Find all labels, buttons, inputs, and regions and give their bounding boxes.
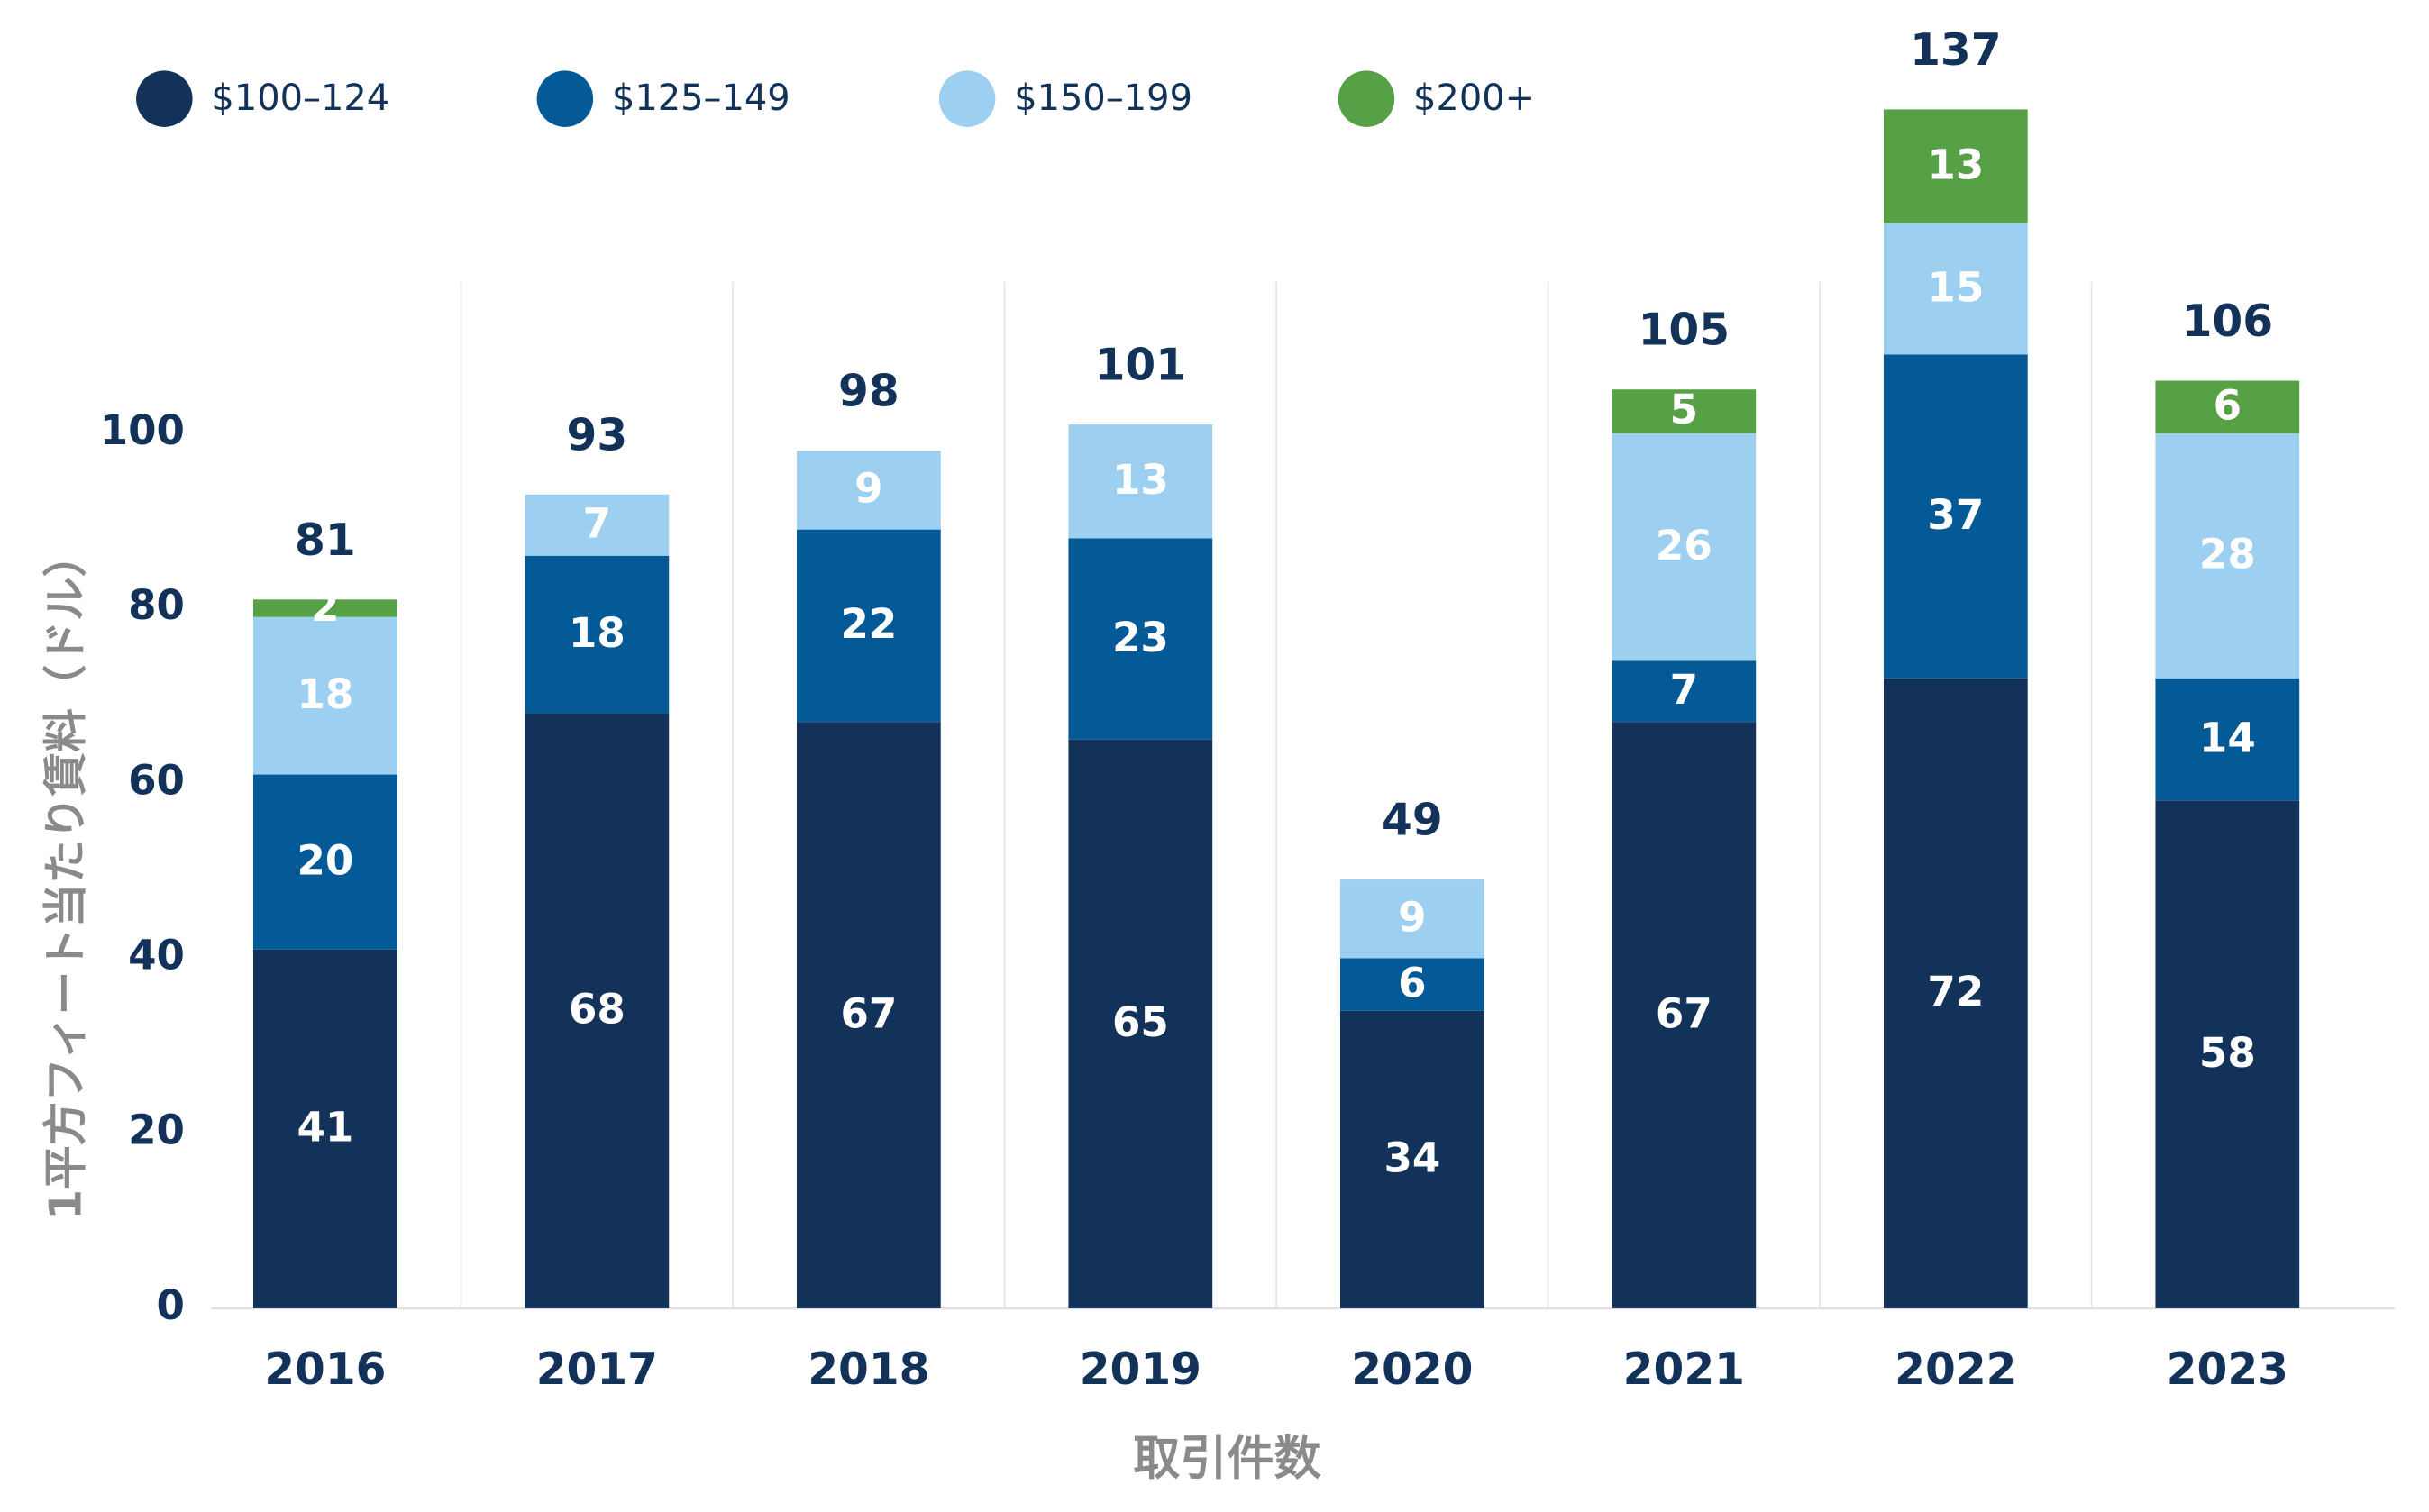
legend-label: $125–149: [612, 77, 790, 119]
bar-segment: [1883, 354, 2028, 679]
x-tick-label: 2020: [1351, 1344, 1473, 1395]
value-label: 13: [1927, 141, 1984, 188]
total-label: 105: [1639, 305, 1730, 356]
legend-swatch: [136, 70, 193, 127]
bar-segment: [1612, 722, 1757, 1308]
value-label: 7: [583, 500, 611, 548]
value-label: 41: [297, 1104, 353, 1152]
bar-segment: [796, 529, 941, 723]
total-label: 101: [1095, 341, 1186, 391]
bar-segment: [525, 713, 670, 1308]
total-label: 93: [567, 410, 628, 460]
bar-segment: [2155, 433, 2300, 679]
value-label: 72: [1927, 968, 1984, 1016]
bar-segment: [1339, 1010, 1484, 1308]
bar-segment: [796, 451, 941, 530]
total-label: 49: [1382, 796, 1443, 846]
y-axis-label: 1平方フィート当たり賃料（ドル）: [41, 533, 91, 1220]
value-label: 67: [1656, 989, 1712, 1037]
bar-segment: [796, 722, 941, 1308]
bar-segment: [252, 774, 397, 950]
value-label: 2: [311, 583, 339, 631]
bar-segment: [1339, 879, 1484, 959]
value-label: 26: [1656, 522, 1712, 569]
total-label: 81: [295, 515, 356, 566]
legend-label: $100–124: [211, 77, 389, 119]
value-label: 20: [297, 836, 353, 884]
bar-segment: [1883, 678, 2028, 1308]
y-tick-label: 20: [128, 1107, 185, 1154]
x-tick-label: 2021: [1623, 1344, 1745, 1395]
x-tick-label: 2018: [808, 1344, 929, 1395]
x-tick-label: 2016: [264, 1344, 386, 1395]
bar-segment: [1339, 958, 1484, 1011]
legend-swatch: [1338, 70, 1395, 127]
bar-segment: [1883, 223, 2028, 355]
bar-segment: [2155, 800, 2300, 1308]
bar-segment: [1068, 739, 1213, 1308]
value-label: 9: [854, 465, 882, 513]
value-label: 6: [2214, 381, 2242, 429]
value-label: 65: [1112, 998, 1169, 1046]
y-tick-label: 100: [100, 406, 185, 454]
total-label: 137: [1910, 25, 2001, 76]
value-label: 5: [1670, 386, 1698, 433]
bar-segment: [252, 599, 397, 617]
value-label: 14: [2199, 714, 2256, 761]
bar-segment: [1068, 538, 1213, 740]
x-tick-label: 2022: [1895, 1344, 2016, 1395]
y-tick-label: 0: [156, 1281, 184, 1329]
bar-segment: [2155, 678, 2300, 801]
bar-segment: [252, 616, 397, 775]
value-label: 6: [1398, 959, 1426, 1006]
value-label: 18: [569, 609, 626, 657]
y-tick-label: 40: [128, 932, 185, 979]
total-label: 106: [2182, 296, 2273, 347]
value-label: 67: [840, 989, 897, 1037]
value-label: 15: [1927, 263, 1984, 311]
x-tick-label: 2017: [536, 1344, 658, 1395]
bar-segment: [1883, 109, 2028, 223]
bar-segment: [1612, 660, 1757, 723]
value-label: 68: [569, 986, 626, 1034]
legend-swatch: [938, 70, 996, 127]
x-tick-label: 2019: [1080, 1344, 1201, 1395]
bar-segment: [525, 555, 670, 714]
value-label: 23: [1112, 614, 1169, 661]
value-label: 22: [840, 600, 897, 648]
total-label: 98: [838, 367, 899, 417]
bar-segment: [1612, 389, 1757, 433]
bar-segment: [2155, 380, 2300, 433]
x-axis-label: 取引件数: [1133, 1432, 1321, 1486]
x-tick-label: 2023: [2167, 1344, 2288, 1395]
bar-segment: [525, 494, 670, 556]
value-label: 13: [1112, 456, 1169, 504]
bar-segment: [1068, 424, 1213, 539]
value-label: 28: [2199, 530, 2256, 578]
value-label: 58: [2199, 1029, 2256, 1077]
legend-swatch: [536, 70, 594, 127]
value-label: 34: [1383, 1134, 1440, 1182]
y-tick-label: 80: [128, 581, 185, 629]
legend-label: $150–199: [1014, 77, 1192, 119]
value-label: 7: [1670, 666, 1698, 714]
legend-label: $200+: [1413, 77, 1535, 119]
value-label: 18: [297, 670, 353, 718]
value-label: 37: [1927, 491, 1984, 539]
bar-segment: [1612, 433, 1757, 661]
value-label: 9: [1398, 894, 1426, 942]
y-tick-label: 60: [128, 756, 185, 804]
bar-segment: [252, 949, 397, 1308]
